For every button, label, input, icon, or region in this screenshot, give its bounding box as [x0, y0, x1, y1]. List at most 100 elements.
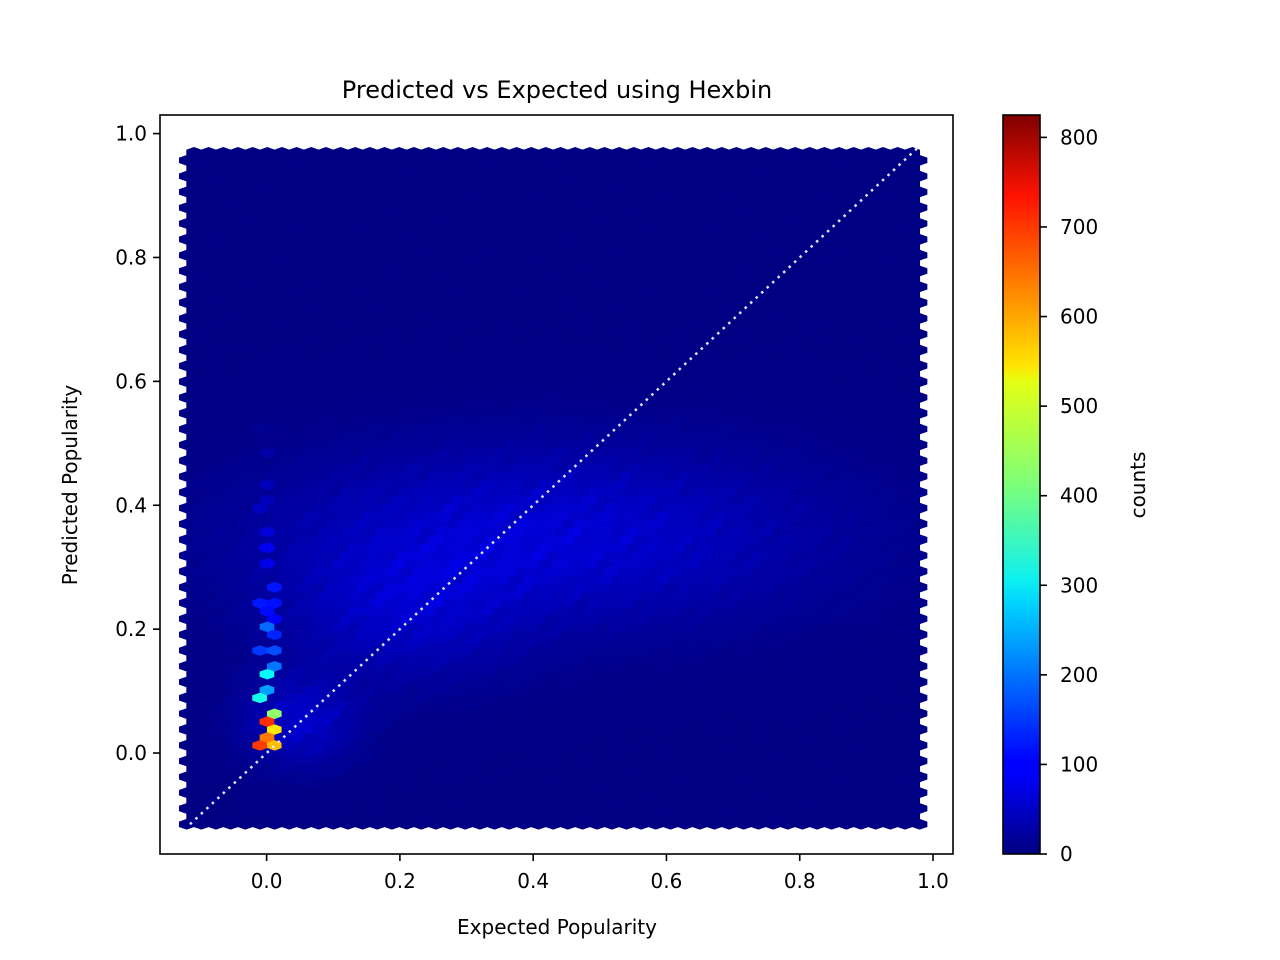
hexbin-cell	[420, 273, 437, 285]
hexbin-cell	[450, 479, 466, 490]
hexbin-cell	[296, 344, 312, 356]
hexbin-cell	[486, 629, 503, 640]
hexbin-cell	[186, 384, 202, 395]
hexbin-cell	[670, 605, 686, 617]
hexbin-cell	[699, 700, 715, 712]
hexbin-cell	[230, 399, 246, 411]
hexbin-cell	[633, 581, 649, 593]
hexbin-cell	[604, 486, 620, 498]
hexbin-cell	[501, 518, 517, 530]
hexbin-cell	[237, 518, 253, 530]
hexbin-cell	[413, 565, 429, 577]
hexbin-cell	[266, 297, 283, 308]
y-tick-label: 0.0	[115, 741, 147, 765]
hexbin-cell	[662, 486, 679, 498]
hexbin-cell	[420, 479, 437, 490]
hexbin-cell	[406, 637, 422, 648]
hexbin-cell	[486, 265, 503, 277]
hexbin-cell	[266, 692, 283, 704]
hexbin-cell	[846, 257, 862, 269]
hexbin-cell	[391, 447, 407, 459]
hexbin-cell	[428, 265, 444, 277]
hexbin-cell	[435, 399, 451, 411]
hexbin-cell	[274, 637, 290, 648]
hexbin-cell	[596, 526, 613, 538]
hexbin-cell	[846, 447, 862, 459]
hexbin-cell	[706, 565, 723, 577]
hexbin-cell	[340, 502, 356, 514]
hexbin-cell	[281, 534, 297, 546]
hexbin-cell	[428, 771, 444, 783]
hexbin-cell	[670, 542, 686, 553]
hexbin-cell	[860, 684, 877, 696]
hexbin-cell	[281, 565, 297, 577]
hexbin-cell	[618, 724, 635, 735]
hexbin-cell	[494, 779, 510, 791]
hexbin-cell	[215, 668, 231, 680]
hexbin-cell	[347, 731, 363, 743]
hexbin-cell	[193, 471, 209, 482]
hexbin-cell	[882, 360, 899, 372]
hexbin-cell	[706, 392, 723, 403]
hexbin-cell	[318, 510, 334, 522]
hexbin-cell	[662, 692, 679, 704]
hexbin-cell	[890, 668, 906, 680]
hexbin-cell	[354, 344, 371, 356]
hexbin-cell	[215, 621, 231, 633]
hexbin-cell	[787, 447, 803, 459]
hexbin-cell	[582, 510, 598, 522]
hexbin-cell	[222, 471, 239, 482]
hexbin-cell	[193, 265, 209, 277]
hexbin-cell	[582, 289, 598, 301]
hexbin-cell	[538, 241, 554, 253]
hexbin-cell	[354, 803, 371, 814]
hexbin-cell	[736, 692, 752, 704]
hexbin-cell	[589, 502, 605, 514]
hexbin-cell	[538, 289, 554, 301]
hexbin-cell	[662, 376, 679, 388]
hexbin-cell	[310, 439, 327, 451]
hexbin-cell	[354, 439, 371, 451]
hexbin-cell	[897, 755, 913, 767]
hexbin-cell	[486, 645, 503, 656]
hexbin-cell	[222, 360, 239, 372]
hexbin-cell	[457, 423, 473, 435]
hexbin-cell	[736, 534, 752, 546]
hexbin-cell	[765, 360, 781, 372]
hexbin-cell	[376, 731, 393, 743]
hexbin-cell	[259, 526, 275, 538]
hexbin-cell	[494, 431, 510, 443]
hexbin-cell	[882, 392, 899, 403]
hexbin-cell	[750, 771, 767, 783]
hexbin-cell	[626, 289, 642, 301]
hexbin-cell	[384, 597, 400, 609]
hexbin-cell	[765, 755, 781, 767]
hexbin-cell	[450, 747, 466, 759]
hexbin-cell	[325, 423, 341, 435]
hexbin-cell	[274, 494, 290, 506]
hexbin-cell	[230, 605, 246, 617]
hexbin-cell	[354, 360, 371, 372]
hexbin-cell	[582, 652, 598, 664]
hexbin-cell	[296, 771, 312, 783]
hexbin-cell	[750, 629, 767, 640]
hexbin-cell	[692, 645, 708, 656]
hexbin-cell	[604, 265, 620, 277]
hexbin-cell	[296, 660, 312, 672]
hexbin-cell	[252, 692, 268, 704]
hexbin-cell	[442, 550, 459, 561]
hexbin-cell	[281, 265, 297, 277]
hexbin-cell	[809, 739, 825, 751]
hexbin-cell	[230, 810, 246, 822]
hexbin-cell	[824, 739, 840, 751]
hexbin-cell	[860, 605, 877, 617]
hexbin-cell	[178, 297, 195, 308]
hexbin-cell	[574, 771, 591, 783]
hexbin-cell	[809, 471, 825, 482]
hexbin-cell	[626, 700, 642, 712]
hexbin-cell	[384, 439, 400, 451]
hexbin-cell	[692, 502, 708, 514]
hexbin-cell	[420, 368, 437, 380]
hexbin-cell	[670, 320, 686, 332]
hexbin-cell	[391, 637, 407, 648]
